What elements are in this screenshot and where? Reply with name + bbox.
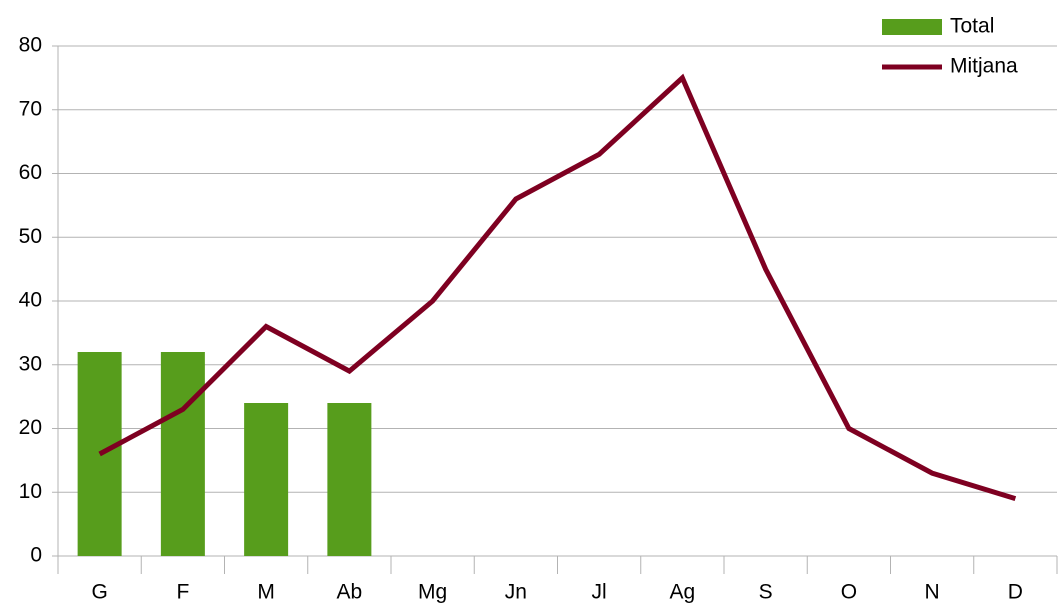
x-tick-label: G (91, 581, 107, 604)
line (98, 73, 1017, 502)
y-tick-label: 70 (19, 97, 42, 120)
legend-label: Total (950, 15, 994, 38)
bar (244, 403, 289, 556)
y-tick-label: 80 (19, 34, 42, 57)
bar (327, 403, 372, 556)
y-tick-label: 50 (19, 225, 42, 248)
y-tick-label: 40 (19, 289, 42, 312)
y-tick-label: 60 (19, 161, 42, 184)
x-tick-label: Mg (418, 581, 447, 604)
x-tick-label: Ab (337, 581, 363, 604)
x-tick-label: Jl (592, 581, 607, 604)
x-tick-label: Ag (670, 581, 696, 604)
x-tick-label: F (176, 581, 189, 604)
y-tick-label: 20 (19, 416, 42, 439)
y-tick-label: 10 (19, 480, 42, 503)
bar (160, 352, 205, 556)
legend-swatch (882, 19, 942, 35)
x-tick-label: Jn (505, 581, 527, 604)
x-tick-label: M (257, 581, 275, 604)
legend-label: Mitjana (950, 55, 1018, 78)
y-tick-label: 30 (19, 352, 42, 375)
y-tick-label: 0 (30, 544, 42, 567)
x-tick-label: D (1008, 581, 1023, 604)
x-tick-label: O (841, 581, 857, 604)
x-tick-label: S (759, 581, 773, 604)
x-tick-label: N (925, 581, 940, 604)
